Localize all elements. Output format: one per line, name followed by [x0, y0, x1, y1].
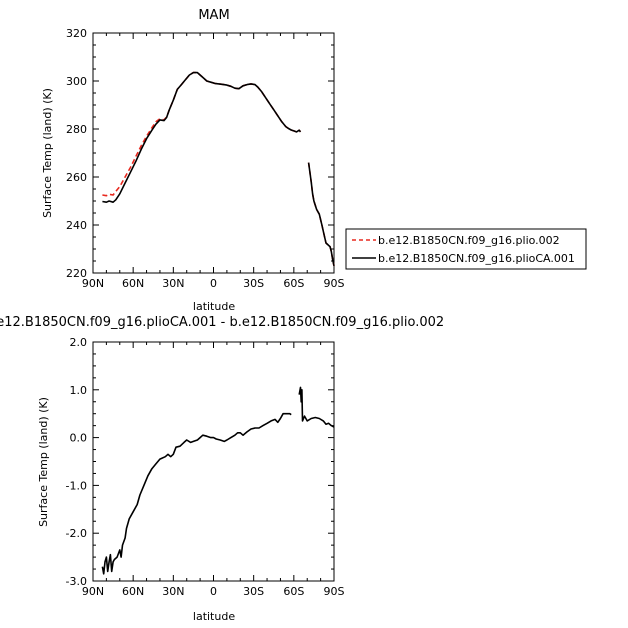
top-series-0-line: [102, 71, 302, 197]
top-y-tick-label: 260: [66, 171, 87, 184]
bottom-x-axis-label: latitude: [193, 610, 235, 623]
bottom-x-tick-label: 60N: [122, 585, 144, 598]
bottom-x-axis: 90N 60N 30N 0 30S 60S 90S: [82, 342, 345, 598]
top-x-axis-label: latitude: [193, 300, 235, 313]
bottom-x-tick-label: 60S: [283, 585, 304, 598]
bottom-series-0-line: [298, 386, 335, 428]
bottom-x-tick-label: 0: [210, 585, 217, 598]
top-plot-frame: [92, 32, 335, 274]
bottom-chart-title: b.e12.B1850CN.f09_g16.plioCA.001 - b.e12…: [0, 315, 444, 330]
bottom-y-axis-label: Surface Temp (land) (K): [37, 397, 50, 527]
bottom-x-tick-label: 90S: [324, 585, 345, 598]
bottom-y-tick-label: 0.0: [70, 432, 88, 445]
top-plot-area: [92, 32, 335, 274]
bottom-x-tick-label: 30S: [243, 585, 264, 598]
bottom-y-tick-label: -1.0: [66, 479, 87, 492]
bottom-x-tick-label: 30N: [162, 585, 184, 598]
top-x-tick-label: 30N: [162, 277, 184, 290]
top-x-axis: 90N 60N 30N 0 30S 60S 90S: [82, 33, 345, 290]
top-series-1-line: [307, 162, 335, 266]
top-series-1-line: [102, 71, 302, 203]
bottom-y-tick-label: -3.0: [66, 575, 87, 588]
top-chart-panel: MAM 90N 60N 30N 0 30S 60S 90S 220 240 260 280 300 3…: [41, 8, 345, 313]
top-x-tick-label: 0: [210, 277, 217, 290]
top-x-tick-label: 60N: [122, 277, 144, 290]
bottom-y-tick-label: 2.0: [70, 336, 88, 349]
top-y-tick-label: 240: [66, 219, 87, 232]
bottom-y-axis: -3.0 -2.0 -1.0 0.0 1.0 2.0: [66, 336, 334, 588]
bottom-series-0-line: [101, 412, 292, 575]
top-y-tick-label: 280: [66, 123, 87, 136]
bottom-plot-frame: [92, 341, 335, 582]
top-chart-title: MAM: [198, 8, 229, 23]
legend-label-plioca: b.e12.B1850CN.f09_g16.plioCA.001: [378, 252, 575, 265]
bottom-y-tick-label: 1.0: [70, 384, 88, 397]
bottom-y-tick-label: -2.0: [66, 527, 87, 540]
legend-label-plio: b.e12.B1850CN.f09_g16.plio.002: [378, 234, 560, 247]
bottom-x-tick-label: 90N: [82, 585, 104, 598]
top-y-tick-label: 220: [66, 267, 87, 280]
top-y-axis-label: Surface Temp (land) (K): [41, 88, 54, 218]
top-y-tick-label: 320: [66, 27, 87, 40]
top-y-axis: 220 240 260 280 300 320: [66, 27, 334, 280]
top-x-tick-label: 30S: [243, 277, 264, 290]
top-x-tick-label: 90S: [324, 277, 345, 290]
legend-box: [345, 228, 587, 270]
top-x-tick-label: 60S: [283, 277, 304, 290]
bottom-chart-panel: b.e12.B1850CN.f09_g16.plioCA.001 - b.e12…: [0, 315, 444, 623]
top-y-tick-label: 300: [66, 75, 87, 88]
bottom-plot-area: [92, 341, 335, 582]
top-x-tick-label: 90N: [82, 277, 104, 290]
legend: b.e12.B1850CN.f09_g16.plio.002 b.e12.B18…: [345, 228, 587, 270]
